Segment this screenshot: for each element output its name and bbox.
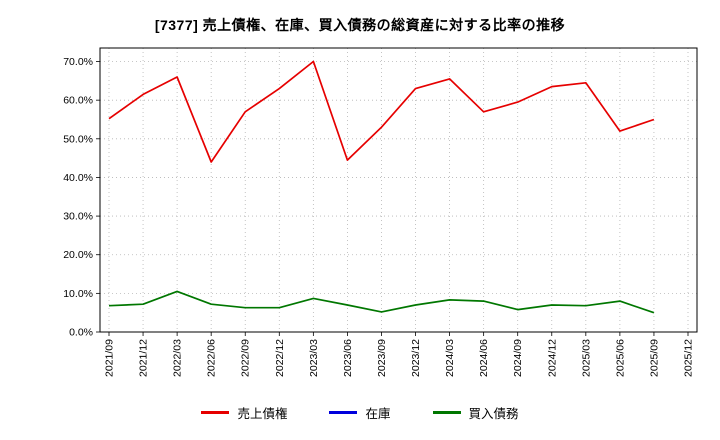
x-tick-label: 2024/03 [444,339,456,377]
x-tick-label: 2022/09 [240,339,252,377]
legend-label-accounts-receivable: 売上債権 [237,407,288,421]
legend-label-inventory: 在庫 [365,407,391,421]
legend-item-accounts-payable: 買入債務 [432,403,519,422]
x-tick-label: 2025/06 [614,339,626,377]
x-tick-label: 2025/09 [648,339,660,377]
x-tick-label: 2022/12 [274,339,286,377]
x-tick-label: 2023/12 [410,339,422,377]
x-tick-label: 2022/06 [206,339,218,377]
x-tick-label: 2023/06 [342,339,354,377]
y-tick-label: 20.0% [63,249,93,261]
y-tick-label: 10.0% [63,288,93,300]
legend-swatch-inventory [329,411,358,414]
y-tick-label: 50.0% [63,133,93,145]
y-tick-label: 70.0% [63,56,93,68]
x-tick-label: 2024/12 [546,339,558,377]
x-tick-label: 2024/06 [478,339,490,377]
x-tick-label: 2025/03 [580,339,592,377]
legend-label-accounts-payable: 買入債務 [468,407,519,421]
x-tick-label: 2024/09 [512,339,524,377]
legend-item-inventory: 在庫 [329,403,391,422]
x-tick-label: 2021/09 [104,339,116,377]
series-line-accounts-receivable [108,60,655,163]
x-tick-label: 2022/03 [172,339,184,377]
chart-title: [7377] 売上債権、在庫、買入債務の総資産に対する比率の推移 [154,17,566,33]
y-tick-label: 30.0% [63,211,93,223]
plot-frame [99,47,698,333]
legend-swatch-accounts-payable [432,411,461,414]
x-tick-label: 2023/09 [376,339,388,377]
x-tick-label: 2023/03 [308,339,320,377]
y-tick-label: 40.0% [63,172,93,184]
legend-item-accounts-receivable: 売上債権 [201,403,287,422]
x-tick-label: 2021/12 [138,339,150,377]
legend: 売上債権 在庫 買入債務 [0,403,720,422]
y-tick-label: 60.0% [63,95,93,107]
y-tick-label: 0.0% [69,327,93,339]
legend-swatch-accounts-receivable [201,411,230,414]
series-line-accounts-payable [108,290,655,314]
x-tick-label: 2025/12 [683,339,695,377]
